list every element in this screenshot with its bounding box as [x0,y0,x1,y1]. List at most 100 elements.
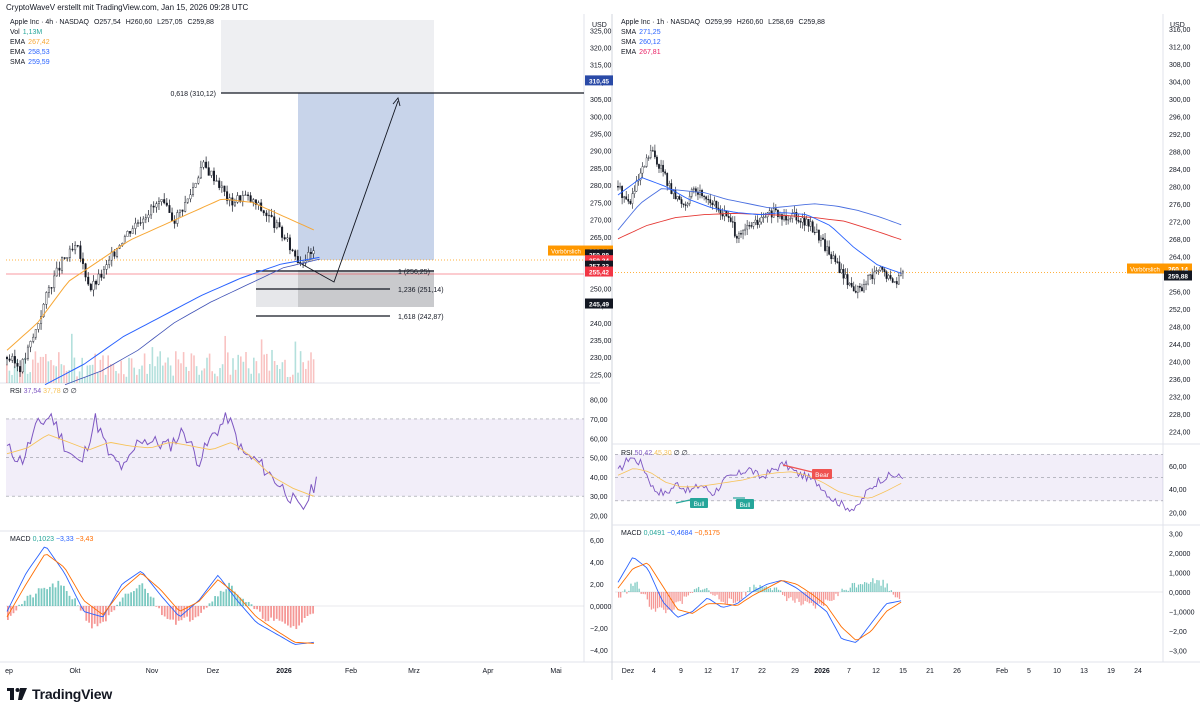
left-price-tick: 235,00 [590,338,612,345]
snapshot-credit: CryptoWaveV erstellt mit TradingView.com… [6,3,249,12]
right-candle [822,237,824,240]
left-ind-3[interactable]: SMA 259,59 [10,59,50,66]
volume-bar [302,362,304,383]
left-macd-tick: 2,00 [590,582,604,589]
left-macd-hist-bar [71,599,74,606]
right-ind-0[interactable]: SMA 271,25 [621,29,661,36]
left-rsi-legend[interactable]: RSI 37,54 37,78 ∅ ∅ [10,388,77,395]
volume-bar [211,371,213,383]
right-price-tick: 224,00 [1169,429,1191,436]
left-macd-hist-bar [15,606,18,611]
price-candle [231,197,234,206]
left-ind-1[interactable]: EMA 267,42 [10,39,50,46]
left-macd-hist-bar [214,596,216,606]
volume-bar [16,359,18,383]
left-macd-hist-bar [32,597,34,606]
right-rsi-ma-line [617,468,902,499]
right-macd-hist-bar [788,592,790,599]
right-candle [787,219,790,221]
right-macd-hist-bar [859,583,862,592]
volume-bar [76,376,78,383]
volume-bar [45,354,47,383]
volume-bar [115,371,117,383]
volume-bar [229,374,232,383]
right-rsi-legend[interactable]: RSI 50,42 45,30 ∅ ∅ [621,450,688,457]
price-candle [241,195,244,202]
price-candle [76,245,79,247]
right-x-tick: Dez [622,668,635,675]
price-candle [155,203,158,208]
price-candle [45,292,48,305]
right-low: L258,69 [768,19,794,26]
right-macd-hist-bar [771,590,774,592]
right-macd-hist-bar [777,589,780,592]
right-candle [754,219,757,223]
right-rsi-line [617,456,904,513]
right-macd-hist-bar [786,592,788,602]
left-macd-hist-bar [303,606,306,618]
left-macd-hist-bar [7,606,9,620]
right-macd-tick: −3,00 [1169,649,1187,656]
price-candle [113,251,116,257]
right-macd-tick: −2,00 [1169,629,1187,636]
price-candle [244,194,247,196]
left-macd-hist-bar [289,606,292,628]
right-price-tick: 228,00 [1169,412,1191,419]
volume-bar [164,362,167,383]
volume-bar [305,368,307,383]
right-candle [639,172,642,181]
right-macd-hist-bar [833,592,835,600]
left-macd-legend[interactable]: MACD 0,1023 −3,33 −3,43 [10,536,94,543]
price-candle [74,245,77,251]
left-price-tick: 225,00 [590,372,612,379]
right-macd-hist-bar [847,590,849,592]
right-macd-hist-bar [630,583,632,592]
volume-bar [86,365,89,383]
price-candle [275,222,278,229]
volume-bar [271,349,273,383]
left-open: O257,54 [93,19,121,26]
left-price-badge [585,255,613,266]
right-macd-hist-bar [716,592,718,595]
right-title: Apple Inc · 1h · NASDAQ [621,19,700,26]
price-candle [139,222,142,224]
right-ind-2[interactable]: EMA 267,81 [621,49,661,56]
left-macd-signal-line [6,554,314,644]
right-candle [715,200,718,209]
tradingview-logo[interactable]: TradingView [7,686,112,702]
price-candle [178,209,181,213]
right-macd-hist-bar [757,588,759,592]
sma-blue-line [64,258,320,386]
right-macd-hist-bar [872,578,874,592]
volume-bar [149,364,151,383]
left-macd-hist-bar [26,595,29,606]
right-candle [674,190,677,200]
volume-bar [203,368,206,383]
right-x-tick: 22 [758,668,766,675]
right-macd-hist-bar [640,592,642,594]
right-ind-1[interactable]: SMA 260,12 [621,39,661,46]
left-ind-2[interactable]: EMA 258,53 [10,49,50,56]
right-candle [889,275,892,279]
left-macd-hist-bar [270,606,272,618]
left-ind-0[interactable]: Vol 1,13M [10,29,43,36]
left-macd-hist-bar [172,606,174,620]
right-candle [828,246,831,255]
volume-bar [143,353,146,383]
right-macd-hist-bar [874,583,876,592]
right-price-tick: 252,00 [1169,307,1191,314]
right-premarket-badge-text: Vorbörslich [1130,268,1160,274]
left-macd-hist-bar [119,601,121,606]
price-candle [5,356,8,360]
left-price-tick: 280,00 [590,183,612,190]
right-macd-hist-bar [806,592,808,602]
right-macd-legend[interactable]: MACD 0,0491 −0,4684 −0,5175 [621,530,720,537]
right-candle [731,221,734,223]
volume-bar [42,356,44,383]
right-price-tick: 268,00 [1169,237,1191,244]
right-macd-hist-bar [720,592,722,602]
right-candle [893,281,896,283]
price-candle [8,358,11,361]
price-candle [79,245,82,259]
